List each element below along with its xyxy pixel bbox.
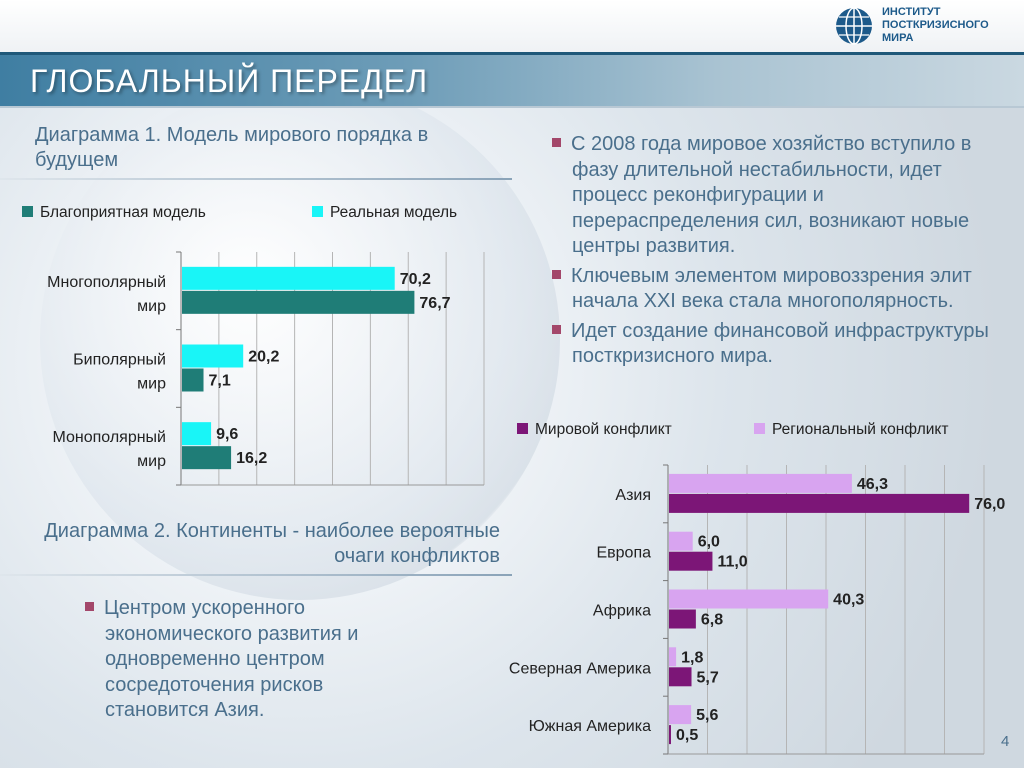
category-label: мир	[137, 453, 166, 470]
bullet-text: Ключевым элементом мировоззрения элит на…	[571, 264, 972, 313]
bar-real-model	[182, 266, 395, 290]
chart1-caption: Диаграмма 1. Модель мирового порядка в б…	[35, 124, 429, 171]
bullet-item: Ключевым элементом мировоззрения элит на…	[552, 264, 1002, 315]
legend-swatch-favorable	[22, 206, 33, 217]
chart2-svg: Азия 46,3 76,0 Европа 6,0 11,0 Африка 40,3 6,8 Се…	[509, 464, 1005, 755]
bar-real-model	[182, 344, 244, 368]
data-label: 76,0	[974, 496, 1005, 513]
chart2-caption: Диаграмма 2. Континенты - наиболее вероя…	[44, 520, 500, 567]
category-label: Монополярный	[52, 429, 166, 446]
logo-line-2: ПОСТКРИЗИСНОГО	[882, 19, 989, 31]
bar-favorable-model	[182, 290, 415, 314]
chart1-legend-real: Реальная модель	[312, 204, 457, 222]
chart2-legend-world: Мировой конфликт	[517, 421, 672, 439]
data-label: 5,6	[696, 707, 718, 724]
data-label: 46,3	[857, 476, 888, 493]
category-label: Азия	[615, 487, 651, 504]
chart1-legend-favorable: Благоприятная модель	[22, 204, 206, 222]
data-label: 76,7	[419, 295, 450, 312]
chart2-legend-regional: Региональный конфликт	[754, 421, 948, 439]
bullet-text: Идет создание финансовой инфраструктуры …	[571, 319, 989, 368]
background-globe	[40, 80, 560, 600]
bar-world-conflict	[669, 609, 696, 629]
title-bar: ГЛОБАЛЬНЫЙ ПЕРЕДЕЛ	[0, 52, 1024, 108]
category-label: мир	[137, 298, 166, 315]
globe-logo-icon	[836, 7, 872, 45]
category-label: Африка	[593, 603, 651, 620]
bullet-item: Центром ускоренного экономического разви…	[85, 596, 385, 724]
bar-favorable-model	[182, 368, 204, 392]
bar-world-conflict	[669, 725, 671, 745]
bullet-square-icon	[552, 138, 561, 147]
bar-regional-conflict	[669, 589, 829, 609]
legend-label: Благоприятная модель	[40, 204, 206, 221]
bar-world-conflict	[669, 667, 692, 687]
bullet-text: Центром ускоренного экономического разви…	[104, 597, 359, 721]
bar-real-model	[182, 422, 212, 446]
right-bullet-list: С 2008 года мировое хозяйство вступило в…	[552, 132, 1002, 374]
chart1-svg: Многополярный мир 70,2 76,7 Биполярный мир 20,…	[47, 251, 485, 486]
bar-world-conflict	[669, 493, 970, 513]
bar-world-conflict	[669, 551, 713, 571]
bar-regional-conflict	[669, 647, 677, 667]
data-label: 0,5	[676, 727, 698, 744]
bullet-item: Идет создание финансовой инфраструктуры …	[552, 319, 1002, 370]
bullet-square-icon	[552, 324, 561, 334]
data-label: 70,2	[400, 271, 431, 288]
legend-swatch-world	[517, 423, 528, 434]
legend-label: Региональный конфликт	[772, 421, 949, 438]
data-label: 6,0	[698, 534, 720, 551]
data-label: 9,6	[216, 426, 238, 443]
page-number: 4	[1001, 733, 1010, 750]
bullet-square-icon	[85, 602, 94, 611]
category-label: Европа	[596, 545, 651, 562]
left-bullet-list: Центром ускоренного экономического разви…	[85, 596, 385, 728]
bar-regional-conflict	[669, 473, 852, 493]
logo-line-1: ИНСТИТУТ	[882, 6, 941, 18]
bullet-item: С 2008 года мировое хозяйство вступило в…	[552, 132, 1002, 260]
institute-logo: ИНСТИТУТ ПОСТКРИЗИСНОГО МИРА	[834, 4, 1014, 50]
bar-regional-conflict	[669, 531, 693, 551]
bar-favorable-model	[182, 446, 232, 470]
data-label: 11,0	[717, 554, 747, 571]
legend-swatch-real	[312, 206, 323, 217]
bar-regional-conflict	[669, 705, 692, 725]
logo-line-3: МИРА	[882, 32, 914, 44]
data-label: 7,1	[209, 373, 231, 390]
bullet-text: С 2008 года мировое хозяйство вступило в…	[571, 133, 972, 257]
data-label: 20,2	[248, 349, 279, 366]
legend-label: Мировой конфликт	[535, 421, 672, 438]
category-label: Многополярный	[47, 274, 166, 291]
chart1-caption-rule	[0, 178, 512, 180]
category-label: Южная Америка	[529, 718, 651, 735]
data-label: 16,2	[236, 450, 267, 467]
data-label: 6,8	[701, 612, 723, 629]
legend-label: Реальная модель	[330, 204, 458, 221]
data-label: 40,3	[833, 592, 864, 609]
legend-swatch-regional	[754, 423, 765, 434]
chart2-caption-rule	[0, 574, 512, 576]
logo-text: ИНСТИТУТ ПОСТКРИЗИСНОГО МИРА	[882, 6, 989, 45]
slide-title: ГЛОБАЛЬНЫЙ ПЕРЕДЕЛ	[30, 63, 429, 99]
data-label: 1,8	[681, 649, 703, 666]
bullet-square-icon	[552, 269, 561, 279]
category-label: Биполярный	[73, 352, 166, 369]
data-label: 5,7	[697, 669, 719, 686]
category-label: мир	[137, 376, 166, 393]
category-label: Северная Америка	[509, 660, 651, 677]
